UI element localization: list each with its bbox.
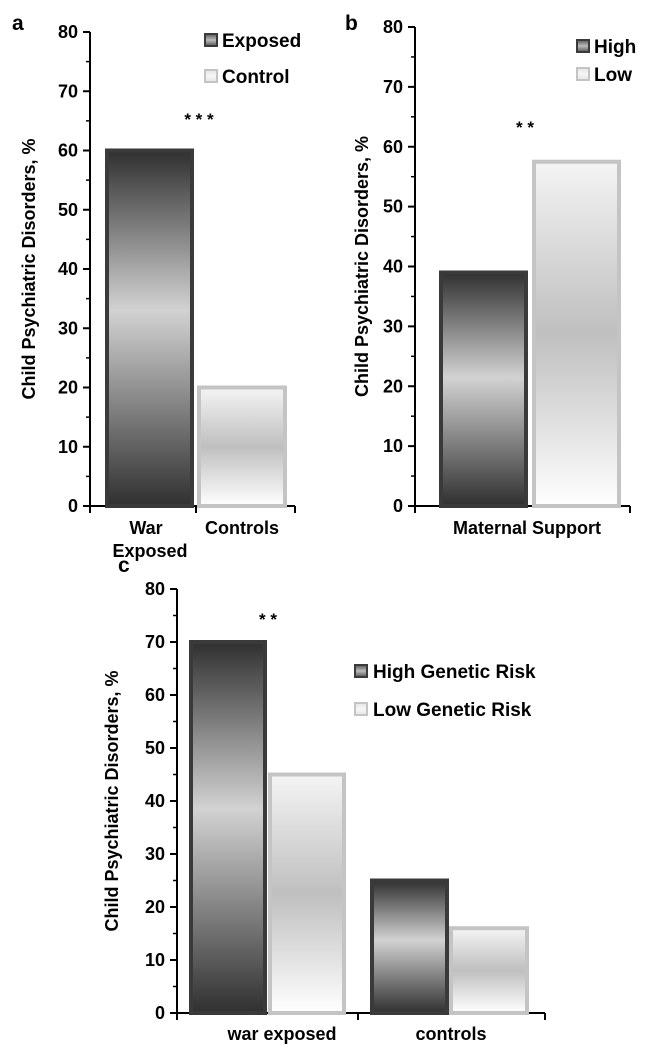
panel-a-legend-label-0: Exposed [222,31,301,52]
panel-b-legend-label-1: Low [594,65,632,86]
panel-a-y-axis-label: Child Psychiatric Disorders, % [19,138,39,399]
panel-c-legend-label-1: Low Genetic Risk [373,700,532,721]
panel-c-bar-low-0 [268,772,346,1015]
panel-c-category-war: war exposed [226,1024,336,1044]
panel-a-category-controls: Controls [205,518,279,538]
panel-a-y-tick-label: 20 [58,378,78,398]
panel-c-y-tick-label: 0 [155,1003,165,1023]
panel-c-y-tick-label: 40 [145,791,165,811]
panel-b-y-axis-label: Child Psychiatric Disorders, % [352,136,372,397]
panel-a-y-tick-label: 70 [58,81,78,101]
chart-marks: 0 10 20 30 40 50 60 70 80 Child Psychiatric Disor… [19,17,636,1023]
panel-c-y-tick-label: 70 [145,632,165,652]
panel-a-legend-swatch-0 [204,33,218,47]
panel-b-xlabel: Maternal Support [453,518,601,538]
panel-c-y-tick-label: 60 [145,685,165,705]
panel-letter-a: a [12,12,24,35]
panel-c-bar-high-1 [370,878,449,1015]
panel-b-y-tick-label: 30 [383,316,403,336]
panel-a-y-tick-label: 50 [58,200,78,220]
panel-a-y-tick-label: 10 [58,437,78,457]
panel-a-legend-swatch-1 [204,69,218,83]
panel-c-y-tick-label: 20 [145,897,165,917]
panel-c-legend-swatch-1 [354,702,368,716]
panel-letter-b: b [345,12,358,35]
panel-b-y-tick-label: 50 [383,197,403,217]
panel-b-legend-swatch-1 [576,67,590,81]
panel-a-y-tick-label: 30 [58,318,78,338]
panel-b-y-tick-label: 80 [383,17,403,37]
panel-c-y-tick-label: 30 [145,844,165,864]
panel-c-bar-high-0 [189,640,267,1015]
panel-a-legend-label-1: Control [222,67,290,88]
panel-c-legend-label-0: High Genetic Risk [373,662,536,683]
panel-a-y-tick-label: 80 [58,22,78,42]
panel-b-y-tick-label: 10 [383,436,403,456]
panel-b-y-tick-label: 20 [383,376,403,396]
panel-a-category-war: War Exposed [112,518,187,561]
panel-a-bar-0 [105,148,194,508]
panel-letter-c: c [118,554,130,577]
panel-c-category-controls: controls [415,1024,486,1044]
panel-c-y-axis-label: Child Psychiatric Disorders, % [102,670,122,931]
panel-b-y-tick-label: 60 [383,137,403,157]
panel-b-y-tick-label: 70 [383,77,403,97]
panel-c-y-tick-label: 80 [145,579,165,599]
panel-a-bar-1 [197,385,287,508]
panel-b-significance: * * [516,118,534,137]
panel-b-y-tick-label: 40 [383,257,403,277]
panel-b-legend-label-0: High [594,37,636,58]
panel-a-y-tick-label: 60 [58,141,78,161]
panel-b-bar-0 [439,270,528,508]
panel-c-legend-swatch-0 [354,664,368,678]
panel-c-significance: * * [259,610,277,629]
panel-c-y-tick-label: 50 [145,738,165,758]
panel-a-significance: * * * [184,110,214,129]
panel-a-y-tick-label: 0 [68,496,78,516]
panel-b-legend-swatch-0 [576,39,590,53]
panel-c-y-tick-label: 10 [145,950,165,970]
panel-b-bar-1 [532,159,621,508]
panel-b-y-tick-label: 0 [393,496,403,516]
panel-a-y-tick-label: 40 [58,259,78,279]
panel-c-bar-low-1 [449,926,529,1016]
